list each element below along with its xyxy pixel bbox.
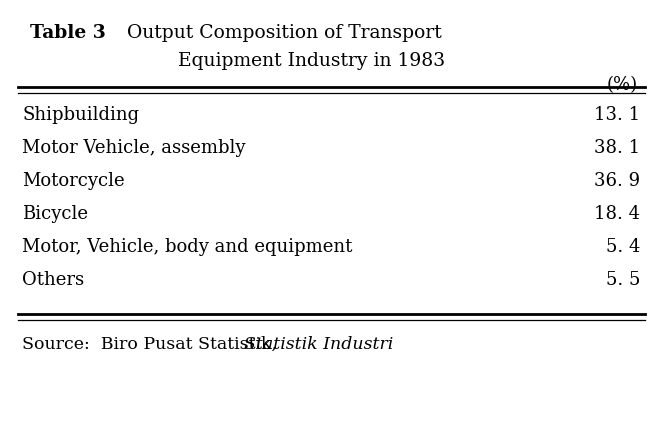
Text: 5. 4: 5. 4	[606, 238, 640, 256]
Text: Source:  Biro Pusat Statistik,: Source: Biro Pusat Statistik,	[22, 336, 282, 353]
Text: 13. 1: 13. 1	[594, 106, 640, 124]
Text: 38. 1: 38. 1	[594, 139, 640, 157]
Text: Others: Others	[22, 271, 84, 289]
Text: 36. 9: 36. 9	[594, 172, 640, 190]
Text: (%): (%)	[607, 76, 638, 94]
Text: 18. 4: 18. 4	[594, 205, 640, 223]
Text: Motor, Vehicle, body and equipment: Motor, Vehicle, body and equipment	[22, 238, 352, 256]
Text: 5. 5: 5. 5	[606, 271, 640, 289]
Text: Motorcycle: Motorcycle	[22, 172, 125, 190]
Text: Output Composition of Transport: Output Composition of Transport	[115, 24, 442, 42]
Text: Motor Vehicle, assembly: Motor Vehicle, assembly	[22, 139, 246, 157]
Text: Table 3: Table 3	[30, 24, 106, 42]
Text: Shipbuilding: Shipbuilding	[22, 106, 139, 124]
Text: Bicycle: Bicycle	[22, 205, 88, 223]
Text: Statistik Industri: Statistik Industri	[244, 336, 393, 353]
Text: Equipment Industry in 1983: Equipment Industry in 1983	[178, 52, 445, 70]
